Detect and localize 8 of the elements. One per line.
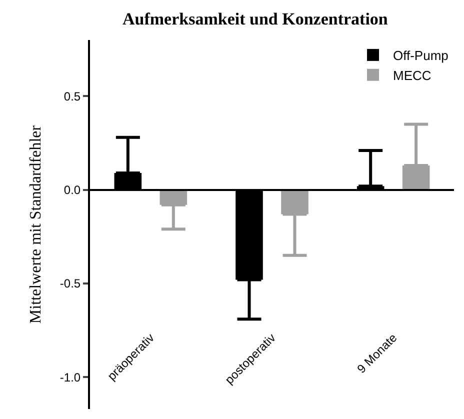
chart-title: Aufmerksamkeit und Konzentration [122,9,388,28]
y-tick-label: 0.5 [64,89,81,104]
y-tick-label: -1.0 [60,370,81,384]
y-tick-label: 0.0 [64,183,81,198]
y-tick-label: -0.5 [60,276,81,291]
legend-label: MECC [393,68,432,83]
y-axis-title: Mittelwerte mit Standardfehler [27,124,44,324]
legend-label: Off-Pump [393,48,448,64]
